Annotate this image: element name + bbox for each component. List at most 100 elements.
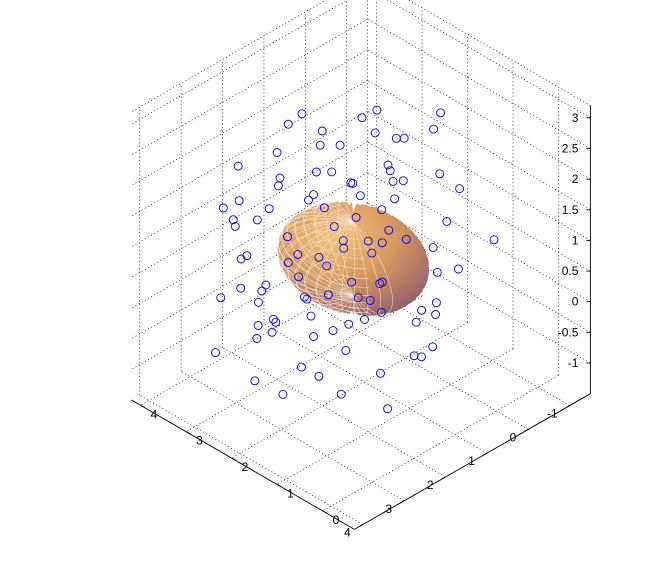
x-tick-label: -1	[547, 407, 558, 421]
data-point	[409, 351, 419, 361]
grid-line-floor-x	[139, 394, 363, 525]
z-tick-label: 0.5	[562, 264, 579, 278]
data-point	[261, 280, 271, 290]
data-point	[442, 216, 452, 226]
y-tick-mark	[322, 510, 327, 514]
grid-line-wall-z	[367, 80, 591, 211]
data-point	[398, 176, 408, 186]
data-point	[376, 368, 385, 378]
x-tick-mark	[399, 500, 405, 504]
data-point	[428, 243, 438, 253]
grid-line-floor-x	[222, 347, 446, 478]
data-point	[299, 292, 309, 302]
data-point	[327, 167, 337, 177]
grid-line-back-z	[131, 202, 368, 339]
data-point	[383, 160, 393, 170]
z-tick-label: 0	[572, 295, 579, 309]
data-point	[275, 173, 285, 183]
data-point	[385, 166, 395, 176]
data-point	[233, 161, 243, 171]
y-tick-label: 4	[151, 407, 158, 421]
mesh-latitude	[281, 230, 370, 314]
ellipsoid-surface	[277, 201, 430, 317]
data-point	[304, 195, 313, 205]
data-point	[257, 286, 267, 296]
z-tick-label: 1	[572, 233, 579, 247]
x-tick-label: 1	[468, 454, 475, 468]
data-point	[377, 238, 387, 248]
y-tick-label: 3	[196, 434, 203, 448]
data-point	[302, 294, 312, 304]
data-point	[360, 315, 369, 324]
scatter-points	[211, 105, 499, 414]
x-tick-label: 2	[427, 478, 434, 492]
frame-top-edge	[131, 0, 327, 113]
data-point	[355, 191, 365, 201]
z-tick-label: 2.5	[562, 142, 579, 156]
data-point	[436, 108, 446, 118]
data-point	[293, 250, 303, 259]
data-point	[370, 128, 380, 138]
data-point	[353, 293, 363, 303]
data-point	[294, 272, 304, 282]
data-point	[314, 252, 324, 262]
data-point	[271, 317, 281, 327]
data-point	[317, 126, 327, 136]
y-tick-mark	[140, 404, 145, 408]
z-tick-label: 1.5	[562, 203, 579, 217]
data-point	[348, 178, 358, 188]
data-point	[453, 264, 463, 274]
x-tick-mark	[441, 476, 446, 480]
grid-line-back-z	[131, 49, 368, 186]
mesh-latitude	[339, 287, 357, 304]
mesh-latitude	[278, 209, 370, 297]
data-point	[319, 203, 329, 213]
grid-line-back-z	[131, 141, 368, 278]
grid-line-floor-x	[180, 371, 405, 502]
data-point	[236, 283, 246, 293]
x-tick-mark	[565, 405, 570, 408]
data-point	[431, 298, 441, 308]
data-point	[253, 321, 263, 330]
data-point	[489, 235, 499, 245]
mesh-latitude	[294, 201, 367, 270]
data-point	[428, 342, 438, 352]
y-tick-mark	[231, 457, 236, 461]
grid-line-back-z	[131, 233, 368, 370]
data-point	[211, 348, 220, 358]
x-axis-line	[354, 393, 591, 530]
data-point	[273, 181, 283, 191]
mesh-longitude	[353, 222, 393, 315]
grid-line-wall-z	[367, 110, 591, 241]
data-point	[365, 295, 375, 305]
data-point	[363, 236, 373, 246]
grid-line-wall-z	[367, 18, 591, 149]
data-point	[252, 215, 262, 225]
data-point	[411, 317, 421, 327]
mesh-latitude	[281, 205, 370, 288]
data-point	[347, 277, 357, 287]
data-point	[272, 148, 282, 157]
data-point	[341, 345, 351, 355]
data-point	[252, 334, 262, 343]
data-point	[314, 371, 324, 381]
grid-line-floor-y	[322, 374, 559, 512]
z-tick-label: -1	[568, 356, 579, 370]
data-point	[383, 404, 393, 414]
data-point	[344, 319, 354, 329]
grid-line-floor-y	[276, 348, 514, 485]
y-tick-mark	[185, 431, 191, 435]
data-point	[367, 248, 377, 258]
data-point	[335, 140, 345, 150]
data-point	[372, 105, 382, 115]
data-point	[297, 109, 307, 119]
grid-line-back-z	[131, 110, 368, 248]
grid-line-back-z	[131, 172, 368, 309]
data-point	[429, 124, 439, 134]
grid-line-wall-z	[367, 49, 591, 180]
data-point	[315, 140, 325, 150]
data-point	[328, 326, 338, 336]
mesh-latitude	[287, 202, 368, 279]
data-point	[432, 267, 442, 277]
